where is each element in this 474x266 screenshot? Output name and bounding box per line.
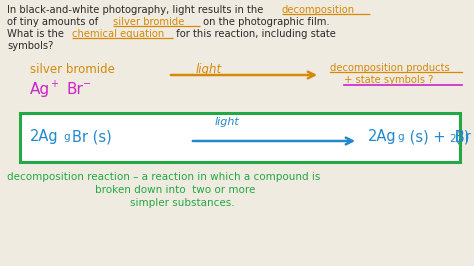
Text: Br (s): Br (s) [72,129,112,144]
Text: silver bromide: silver bromide [30,63,115,76]
Text: Br: Br [67,82,84,97]
Text: (l): (l) [455,129,471,144]
Text: g: g [63,132,70,142]
Text: What is the: What is the [7,29,67,39]
Text: of tiny amounts of: of tiny amounts of [7,17,101,27]
Text: silver bromide: silver bromide [113,17,184,27]
Text: −: − [83,79,91,89]
Text: on the photographic film.: on the photographic film. [200,17,329,27]
Text: 2Ag: 2Ag [368,129,397,144]
Text: light: light [215,117,240,127]
Text: light: light [196,63,222,76]
Bar [20,113,460,162]
Text: 2Ag: 2Ag [30,129,59,144]
Text: chemical equation: chemical equation [72,29,164,39]
Text: symbols?: symbols? [7,41,54,51]
Text: simpler substances.: simpler substances. [130,198,235,208]
Text: decomposition: decomposition [282,5,355,15]
Text: (s) +  Br: (s) + Br [405,129,471,144]
Text: decomposition products: decomposition products [330,63,450,73]
Text: decomposition reaction – a reaction in which a compound is: decomposition reaction – a reaction in w… [7,172,320,182]
Text: + state symbols ?: + state symbols ? [344,75,433,85]
Text: 2: 2 [449,134,456,144]
Text: Ag: Ag [30,82,50,97]
Text: +: + [50,79,58,89]
Text: broken down into  two or more: broken down into two or more [95,185,255,195]
Text: for this reaction, including state: for this reaction, including state [173,29,336,39]
Text: In black-and-white photography, light results in the: In black-and-white photography, light re… [7,5,266,15]
Text: g: g [397,132,404,142]
